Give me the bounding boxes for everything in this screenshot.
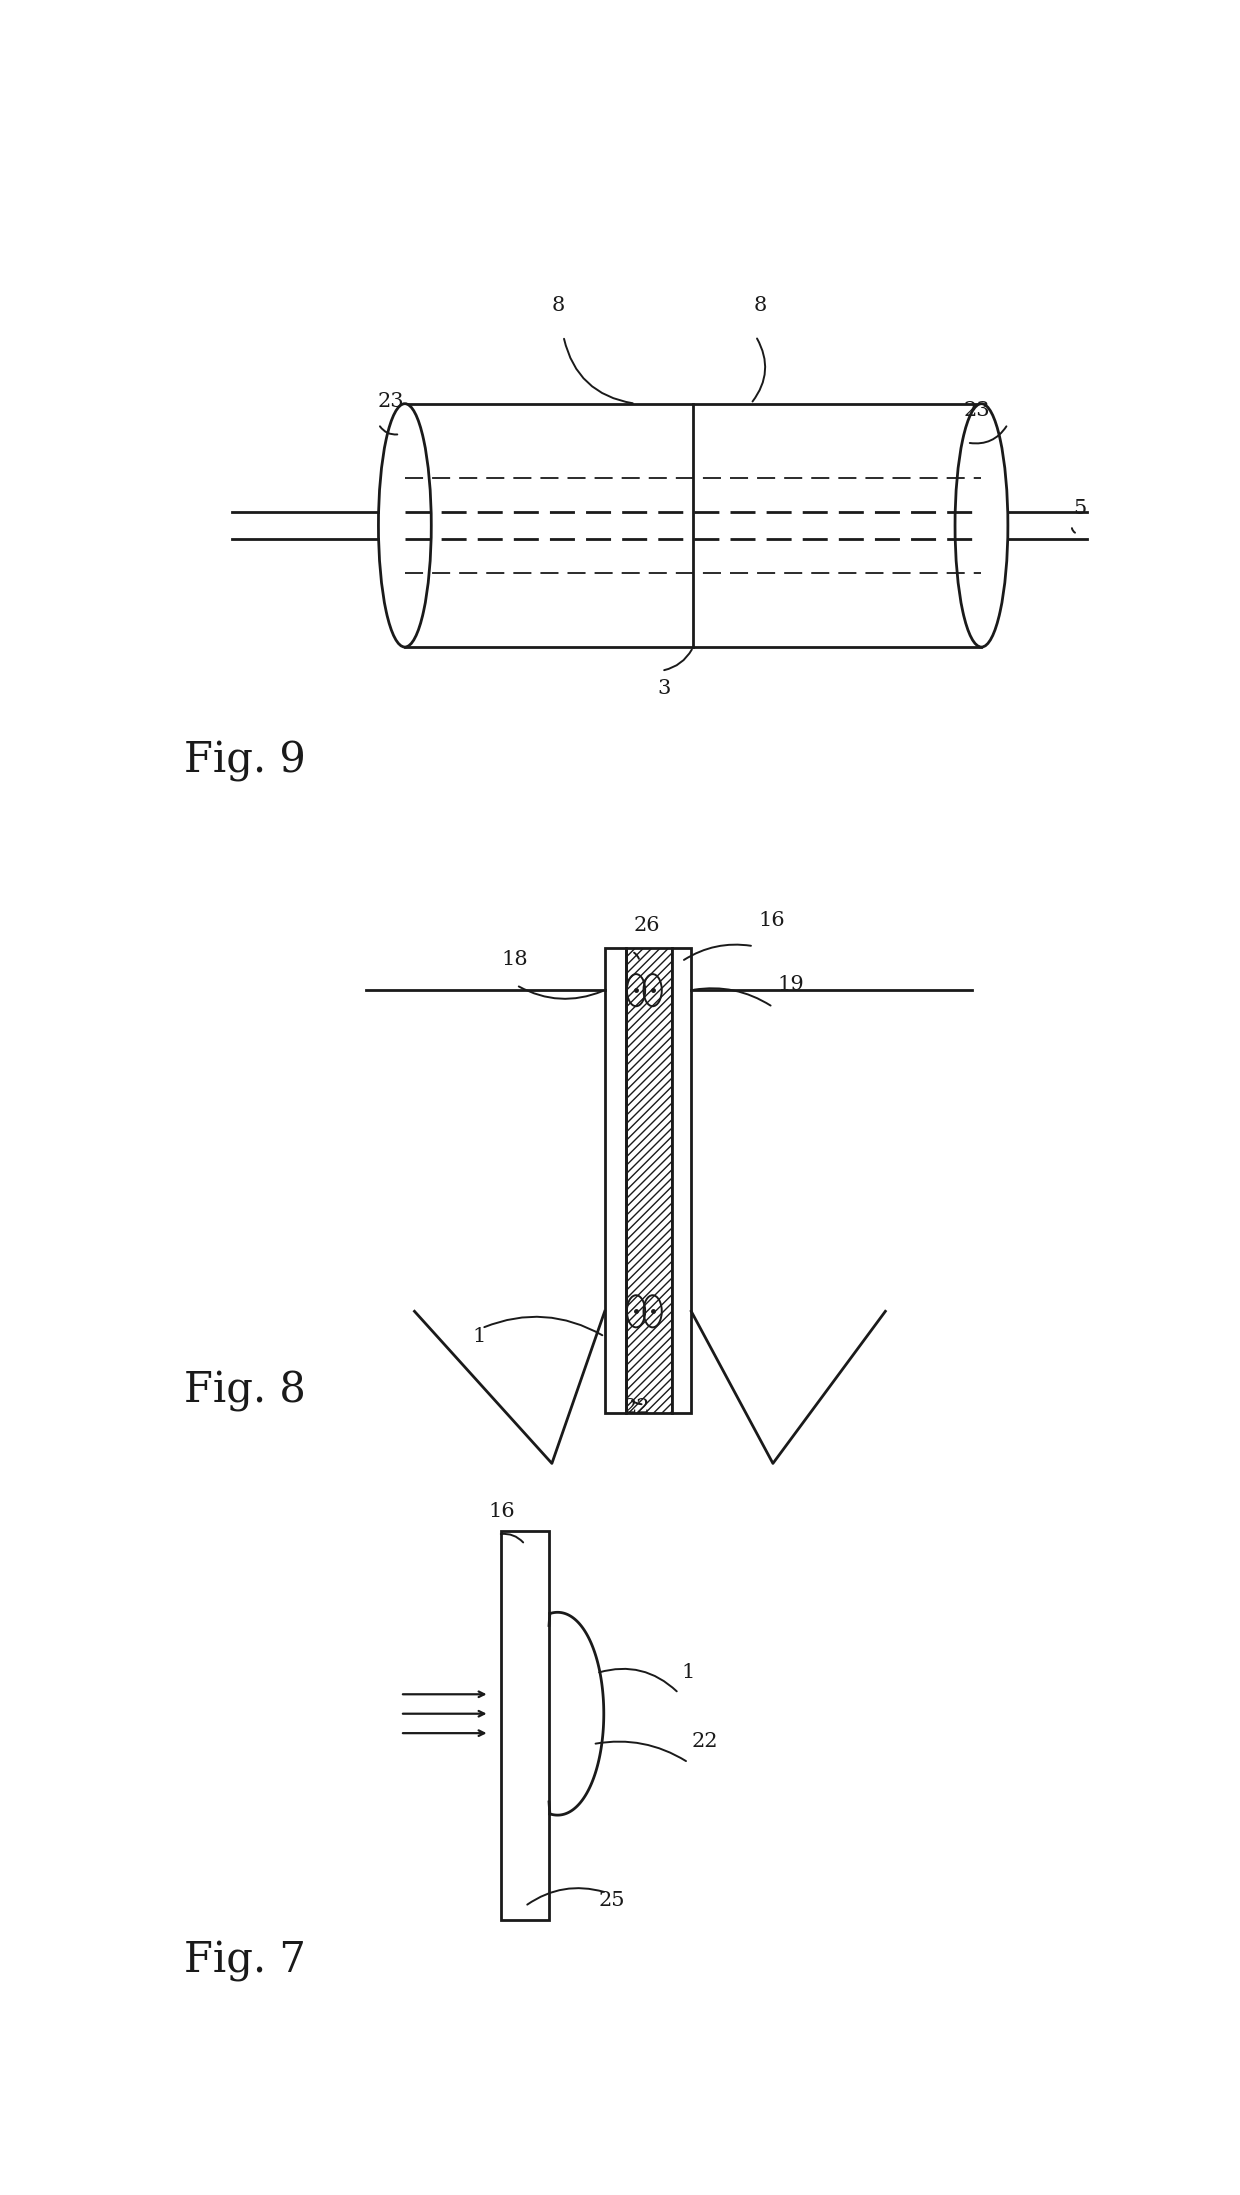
Ellipse shape — [955, 404, 1008, 648]
Ellipse shape — [378, 404, 432, 648]
Text: 19: 19 — [777, 975, 805, 994]
Text: 16: 16 — [759, 911, 785, 931]
Text: 26: 26 — [634, 915, 660, 935]
Text: 1: 1 — [682, 1664, 694, 1681]
Bar — [672, 948, 691, 1414]
Text: 8: 8 — [552, 296, 565, 314]
Text: 3: 3 — [657, 680, 671, 698]
Text: 22: 22 — [691, 1732, 718, 1752]
Text: 16: 16 — [489, 1504, 515, 1521]
Text: 1: 1 — [472, 1326, 486, 1346]
Text: 23: 23 — [377, 393, 404, 410]
Text: 23: 23 — [963, 399, 990, 419]
Bar — [501, 1532, 549, 1921]
Text: 5: 5 — [1073, 498, 1086, 518]
Text: 18: 18 — [501, 950, 527, 968]
Text: 8: 8 — [754, 296, 768, 314]
Text: Fig. 9: Fig. 9 — [184, 740, 305, 781]
Text: Fig. 7: Fig. 7 — [184, 1940, 306, 1982]
Bar — [626, 948, 672, 1414]
Bar — [605, 948, 626, 1414]
Text: Fig. 8: Fig. 8 — [184, 1370, 305, 1411]
Text: 22: 22 — [624, 1398, 651, 1416]
Bar — [405, 404, 982, 648]
Text: 25: 25 — [599, 1892, 625, 1910]
